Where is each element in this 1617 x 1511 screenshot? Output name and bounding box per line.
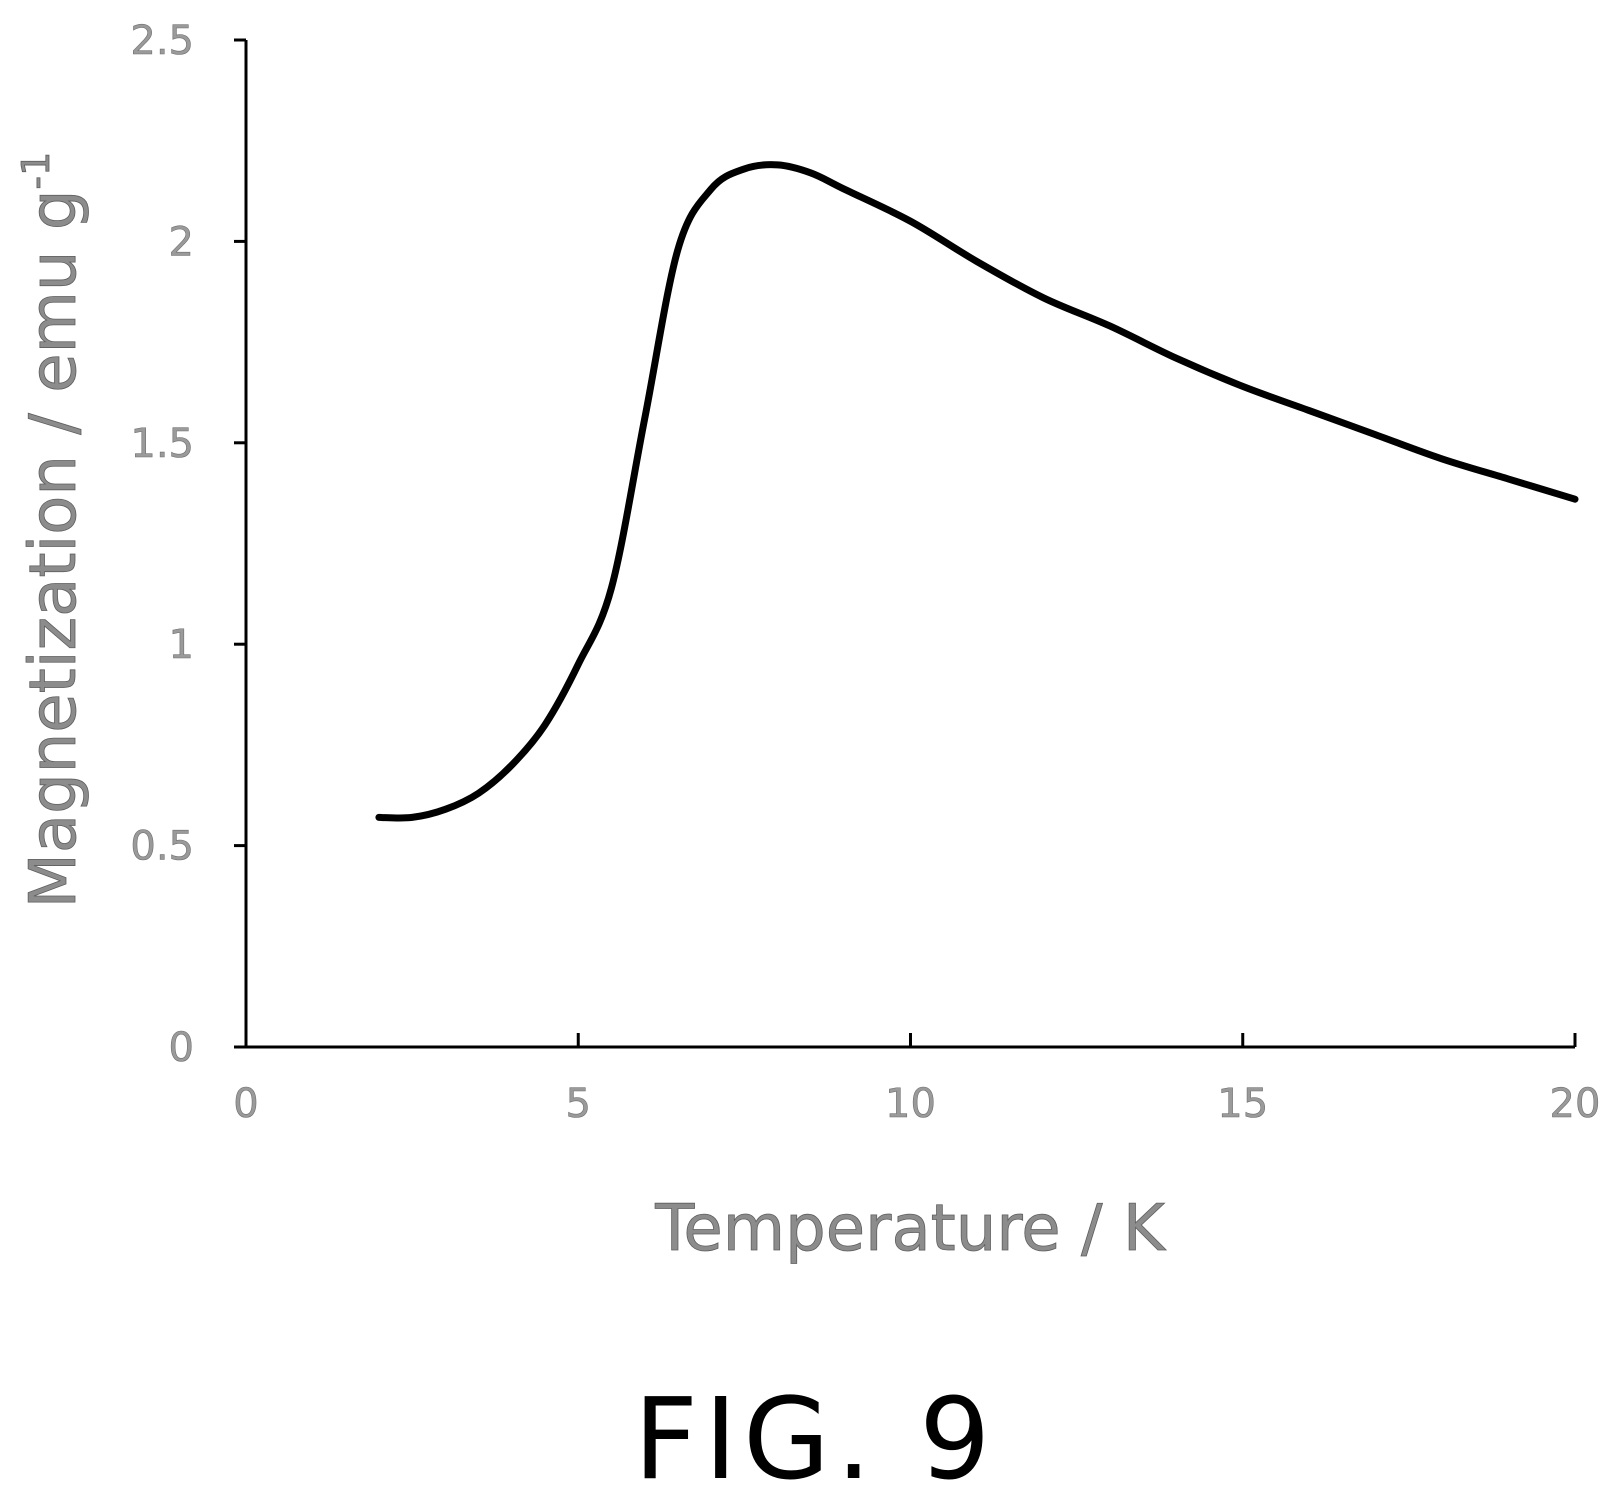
y-ticks: 0 0.5 1 1.5 2 2.5 xyxy=(130,18,246,1071)
x-tick-label: 15 xyxy=(1217,1081,1268,1127)
axes xyxy=(244,40,1575,1049)
x-tick-label: 0 xyxy=(233,1081,258,1127)
y-tick-label: 2 xyxy=(169,219,194,265)
series-line xyxy=(375,161,1579,822)
x-tick-label: 5 xyxy=(566,1081,591,1127)
y-tick-label: 1 xyxy=(169,622,194,668)
x-ticks: 0 5 10 15 20 xyxy=(233,1033,1601,1127)
y-tick-label: 2.5 xyxy=(130,18,194,64)
y-tick-label: 0 xyxy=(169,1025,194,1071)
x-tick-label: 20 xyxy=(1550,1081,1601,1127)
y-axis-label-main: Magnetization / emu g xyxy=(17,190,91,909)
y-axis-label: Magnetization / emu g-1 xyxy=(14,152,91,909)
x-tick-label: 10 xyxy=(885,1081,936,1127)
figure-label: FIG. 9 xyxy=(634,1375,997,1505)
y-tick-label: 1.5 xyxy=(130,421,194,467)
y-tick-label: 0.5 xyxy=(130,824,194,870)
x-axis-label: Temperature / K xyxy=(654,1192,1167,1266)
series-group xyxy=(375,161,1579,822)
y-axis-label-superscript: -1 xyxy=(14,152,58,190)
